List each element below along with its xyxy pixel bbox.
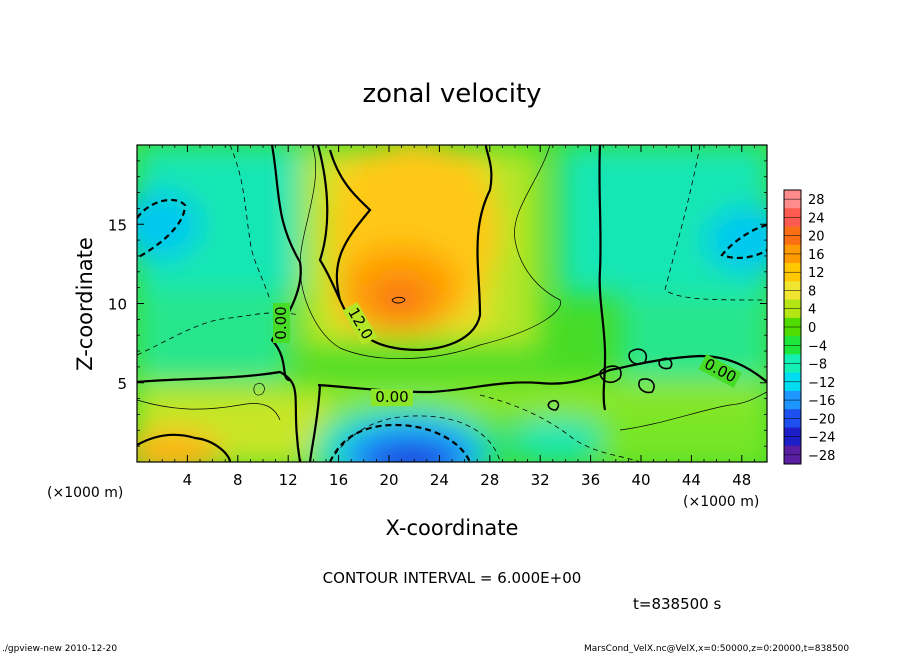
time-label: t=838500 s bbox=[633, 595, 721, 613]
contour-0-thick-b bbox=[137, 370, 302, 462]
contour-m6-dashed-d bbox=[329, 415, 501, 462]
contour-0-thick-e bbox=[137, 433, 232, 462]
contour-label-bg-2 bbox=[342, 302, 378, 346]
contour-interval-text: CONTOUR INTERVAL = 6.000E+00 bbox=[323, 569, 582, 587]
colorbar-label-−4: −4 bbox=[808, 339, 827, 354]
x-tick-label-28: 28 bbox=[480, 471, 499, 489]
colorbar-label-20: 20 bbox=[808, 230, 825, 245]
x-axis-label: X-coordinate bbox=[386, 516, 519, 540]
footer-right: MarsCond_VelX.nc@VelX,x=0:50000,z=0:2000… bbox=[584, 644, 849, 654]
colorbar-label-8: 8 bbox=[808, 284, 816, 299]
contour-12-thick bbox=[316, 145, 493, 351]
x-tick-label-24: 24 bbox=[430, 471, 449, 489]
y-axis-label: Z-coordinate bbox=[73, 237, 97, 371]
colorbar-label-−28: −28 bbox=[808, 449, 835, 464]
footer-left: ./gpview-new 2010-12-20 bbox=[2, 644, 117, 654]
contour-m6-dashed-c bbox=[664, 145, 767, 301]
colorbar-label-12: 12 bbox=[808, 266, 825, 281]
contour-0-thick-a bbox=[270, 145, 302, 382]
contour-label-1: 0.00 bbox=[272, 306, 290, 339]
x-tick-label-8: 8 bbox=[233, 471, 243, 489]
colorbar-label-−24: −24 bbox=[808, 431, 835, 446]
chart-title: zonal velocity bbox=[362, 79, 541, 109]
x-tick-label-40: 40 bbox=[631, 471, 650, 489]
contour-noise bbox=[547, 348, 673, 411]
x-tick-label-36: 36 bbox=[581, 471, 600, 489]
contour-6-thin-b bbox=[619, 391, 767, 431]
x-tick-label-44: 44 bbox=[682, 471, 701, 489]
x-tick-label-4: 4 bbox=[183, 471, 193, 489]
contour-m12-dashed-c bbox=[328, 423, 472, 462]
x-tick-label-48: 48 bbox=[732, 471, 751, 489]
x-axis-ticks: 4 8 12 16 20 24 28 32 36 40 44 48 bbox=[149, 145, 755, 489]
x-tick-label-20: 20 bbox=[379, 471, 398, 489]
contour-6-thin-a bbox=[137, 399, 281, 421]
contour-m6-dashed-e bbox=[479, 394, 641, 462]
colorbar-label-−20: −20 bbox=[808, 412, 835, 427]
contour-m12-dashed-b bbox=[720, 223, 767, 259]
x-unit-left: (×1000 m) bbox=[47, 485, 123, 501]
contour-6-thin-c bbox=[253, 383, 265, 396]
colorbar-label-−8: −8 bbox=[808, 358, 827, 373]
colorbar: 28 24 20 16 12 8 4 0 −4 −8 −12 −16 −20 −24 −28 bbox=[783, 189, 835, 465]
y-axis-ticks: 5 10 15 bbox=[108, 160, 767, 447]
contour-label-bg-1 bbox=[273, 303, 290, 343]
x-tick-label-16: 16 bbox=[329, 471, 348, 489]
x-unit-right: (×1000 m) bbox=[683, 494, 759, 510]
colorbar-label-28: 28 bbox=[808, 193, 825, 208]
colorbar-label-16: 16 bbox=[808, 248, 825, 263]
contour-label-bg-3 bbox=[371, 389, 413, 406]
x-tick-label-12: 12 bbox=[279, 471, 298, 489]
contour-m12-dashed-a bbox=[137, 198, 187, 259]
colorbar-label-4: 4 bbox=[808, 303, 816, 318]
heatmap-fill bbox=[137, 145, 767, 462]
y-tick-label-5: 5 bbox=[117, 375, 127, 393]
contour-m6-dashed-b bbox=[229, 145, 271, 301]
x-tick-label-32: 32 bbox=[531, 471, 550, 489]
contour-label-3: 0.00 bbox=[375, 388, 408, 406]
contour-20-small bbox=[391, 296, 406, 304]
y-tick-label-10: 10 bbox=[108, 296, 127, 314]
contour-0-thick-f bbox=[308, 384, 322, 462]
contour-label-bg-4 bbox=[698, 354, 742, 388]
y-tick-label-15: 15 bbox=[108, 216, 127, 234]
colorbar-label-−12: −12 bbox=[808, 376, 835, 391]
colorbar-label-−16: −16 bbox=[808, 394, 835, 409]
heatmap bbox=[137, 145, 767, 462]
colorbar-label-24: 24 bbox=[808, 211, 825, 226]
colorbar-label-0: 0 bbox=[808, 321, 816, 336]
